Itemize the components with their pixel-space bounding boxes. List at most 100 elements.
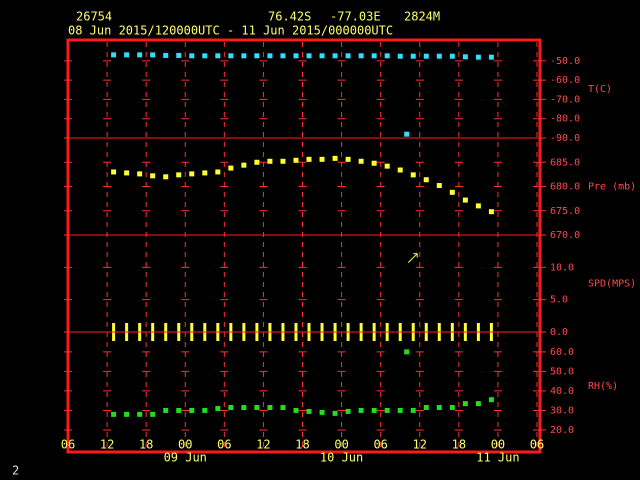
y-tick-label: 20.0 bbox=[550, 425, 574, 436]
y-tick-label: 50.0 bbox=[550, 366, 574, 377]
y-axis-label: T(C) bbox=[588, 84, 612, 95]
page-number: 2 bbox=[12, 464, 19, 478]
data-point bbox=[371, 407, 377, 413]
data-point bbox=[280, 158, 286, 164]
data-point bbox=[449, 53, 455, 59]
data-point bbox=[189, 407, 195, 413]
data-point bbox=[150, 411, 156, 417]
data-point bbox=[475, 54, 481, 60]
data-point bbox=[293, 157, 299, 163]
data-point bbox=[358, 158, 364, 164]
y-tick-label: -80.0 bbox=[550, 114, 580, 125]
data-point bbox=[163, 174, 169, 180]
data-point bbox=[124, 411, 130, 417]
data-point bbox=[241, 405, 247, 411]
data-point bbox=[488, 397, 494, 403]
x-tick-label: 06 bbox=[217, 438, 231, 452]
data-point bbox=[436, 53, 442, 59]
data-point bbox=[332, 53, 338, 59]
data-point bbox=[397, 407, 403, 413]
data-point bbox=[241, 53, 247, 59]
y-axis-label: RH(%) bbox=[588, 381, 618, 392]
date-label: 09 Jun bbox=[164, 451, 207, 465]
data-point bbox=[306, 53, 312, 59]
data-point bbox=[319, 409, 325, 415]
latitude: 76.42S bbox=[268, 10, 311, 24]
data-point bbox=[332, 410, 338, 416]
data-point bbox=[293, 53, 299, 59]
y-tick-label: 0.0 bbox=[550, 327, 568, 338]
y-tick-label: 680.0 bbox=[550, 182, 580, 193]
data-point bbox=[202, 407, 208, 413]
data-point bbox=[371, 53, 377, 59]
x-tick-label: 12 bbox=[413, 438, 427, 452]
data-point bbox=[449, 405, 455, 411]
data-point bbox=[267, 158, 273, 164]
date-label: 10 Jun bbox=[320, 451, 363, 465]
data-point bbox=[202, 53, 208, 59]
x-tick-label: 06 bbox=[530, 438, 544, 452]
y-tick-label: 40.0 bbox=[550, 386, 574, 397]
data-point bbox=[404, 349, 410, 355]
data-point bbox=[228, 53, 234, 59]
wind-arrow bbox=[407, 253, 418, 263]
y-axis-label: Pre (mb) bbox=[588, 182, 636, 193]
data-point bbox=[111, 411, 117, 417]
data-point bbox=[163, 407, 169, 413]
data-point bbox=[475, 401, 481, 407]
data-point bbox=[254, 159, 260, 165]
x-tick-label: 00 bbox=[178, 438, 192, 452]
frame bbox=[66, 38, 542, 454]
data-point bbox=[404, 131, 410, 137]
data-point bbox=[423, 53, 429, 59]
data-point bbox=[345, 156, 351, 162]
x-tick-label: 12 bbox=[256, 438, 270, 452]
data-point bbox=[111, 52, 117, 58]
data-point bbox=[384, 163, 390, 169]
data-point bbox=[150, 52, 156, 58]
data-point bbox=[137, 52, 143, 58]
data-point bbox=[267, 53, 273, 59]
data-point bbox=[449, 189, 455, 195]
data-point bbox=[280, 405, 286, 411]
y-tick-label: 685.0 bbox=[550, 157, 580, 168]
data-point bbox=[319, 156, 325, 162]
data-point bbox=[410, 172, 416, 178]
y-tick-label: 10.0 bbox=[550, 262, 574, 273]
data-point bbox=[462, 197, 468, 203]
data-point bbox=[345, 408, 351, 414]
data-point bbox=[215, 169, 221, 175]
data-point bbox=[189, 171, 195, 177]
x-tick-label: 06 bbox=[373, 438, 387, 452]
y-axis-label: SPD(MPS) bbox=[588, 279, 636, 290]
data-point bbox=[150, 173, 156, 179]
data-point bbox=[410, 53, 416, 59]
y-tick-label: 60.0 bbox=[550, 347, 574, 358]
data-point bbox=[436, 405, 442, 411]
x-tick-label: 18 bbox=[139, 438, 153, 452]
data-point bbox=[475, 203, 481, 209]
y-tick-label: 5.0 bbox=[550, 295, 568, 306]
data-point bbox=[137, 411, 143, 417]
data-point bbox=[423, 405, 429, 411]
y-tick-label: 670.0 bbox=[550, 230, 580, 241]
y-tick-label: 675.0 bbox=[550, 206, 580, 217]
data-point bbox=[332, 155, 338, 161]
data-point bbox=[384, 407, 390, 413]
data-point bbox=[358, 407, 364, 413]
station-id: 26754 bbox=[76, 10, 112, 24]
data-point bbox=[280, 53, 286, 59]
data-point bbox=[124, 170, 130, 176]
data-point bbox=[215, 53, 221, 59]
data-point bbox=[241, 162, 247, 168]
data-point bbox=[293, 407, 299, 413]
data-point bbox=[254, 405, 260, 411]
data-point bbox=[488, 209, 494, 215]
y-tick-label: -60.0 bbox=[550, 75, 580, 86]
y-tick-label: 30.0 bbox=[550, 405, 574, 416]
data-point bbox=[137, 171, 143, 177]
period: 08 Jun 2015/120000UTC - 11 Jun 2015/0000… bbox=[68, 24, 393, 38]
data-point bbox=[228, 165, 234, 171]
x-tick-label: 00 bbox=[334, 438, 348, 452]
